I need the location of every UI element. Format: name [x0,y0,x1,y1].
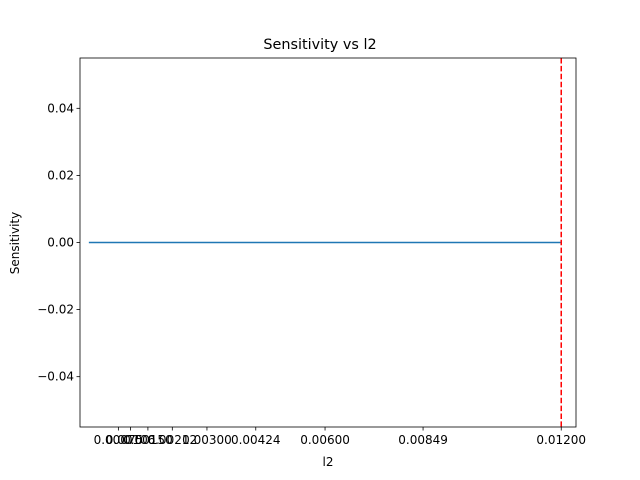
y-tick-label: 0.02 [47,168,74,182]
x-axis-label: l2 [323,455,334,469]
x-tick-label: 0.00150 [123,433,173,447]
y-tick-label: −0.04 [37,370,74,384]
x-tick-label: 0.00075 [94,433,144,447]
y-axis-label: Sensitivity [8,212,22,274]
x-tick-label: 0.00600 [300,433,350,447]
x-tick-label: 0.00424 [231,433,281,447]
x-tick-label: 0.00212 [147,433,197,447]
y-tick-label: 0.04 [47,101,74,115]
y-tick-label: 0.00 [47,236,74,250]
chart-title: Sensitivity vs l2 [263,37,376,53]
y-tick-label: −0.02 [37,303,74,317]
x-tick-label: 0.00106 [106,433,156,447]
x-tick-label: 0.00849 [398,433,448,447]
x-tick-label: 0.01200 [536,433,586,447]
x-tick-label: 0.00300 [182,433,232,447]
